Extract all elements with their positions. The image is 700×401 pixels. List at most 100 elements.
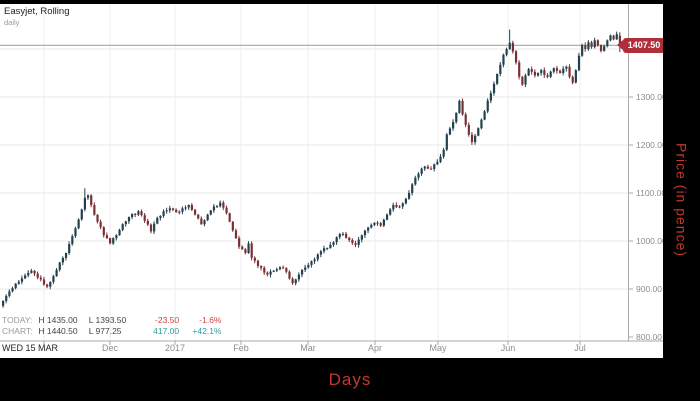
candle-body-up bbox=[215, 206, 219, 208]
candle-body-down bbox=[42, 279, 46, 285]
chart-title: Easyjet, Rolling bbox=[4, 6, 70, 17]
chart-interval-label: daily bbox=[4, 18, 20, 27]
candle-body-up bbox=[165, 210, 168, 212]
candle-body-up bbox=[64, 253, 68, 258]
candle-body-up bbox=[307, 264, 310, 268]
candle-body-down bbox=[228, 213, 231, 222]
candle-body-down bbox=[36, 273, 39, 278]
candle-body-up bbox=[219, 202, 222, 207]
candle-body-down bbox=[134, 213, 137, 215]
candle-body-down bbox=[39, 277, 42, 280]
candle-body-up bbox=[326, 248, 329, 250]
selected-date-label: WED 15 MAR bbox=[2, 343, 59, 353]
x-axis-label: Jul bbox=[574, 343, 586, 353]
last-price-value: 1407.50 bbox=[627, 40, 661, 51]
candle-body-up bbox=[8, 291, 11, 296]
candle-body-up bbox=[121, 224, 124, 230]
candle-body-down bbox=[533, 71, 537, 76]
candle-body-up bbox=[203, 220, 206, 225]
today-change-pct: -1.6% bbox=[199, 315, 222, 325]
candle-body-up bbox=[168, 208, 171, 211]
candle-body-down bbox=[260, 265, 263, 268]
candle-body-down bbox=[568, 66, 571, 77]
candle-body-down bbox=[518, 62, 521, 77]
candle-body-up bbox=[247, 243, 250, 253]
candle-body-down bbox=[376, 222, 379, 224]
candle-body-up bbox=[319, 251, 323, 255]
candle-body-down bbox=[197, 214, 200, 219]
candle-body-down bbox=[149, 224, 153, 232]
candle-body-up bbox=[439, 156, 442, 162]
candle-body-up bbox=[137, 211, 140, 215]
candle-body-up bbox=[389, 209, 392, 215]
candle-body-up bbox=[206, 214, 209, 221]
candle-body-up bbox=[269, 271, 272, 275]
candle-body-up bbox=[549, 71, 552, 77]
candle-body-up bbox=[181, 208, 184, 212]
y-axis-label: 1000.00 bbox=[636, 236, 667, 246]
candle-body-up bbox=[499, 64, 502, 74]
y-axis-title: Price (in pence) bbox=[673, 143, 690, 258]
candle-body-up bbox=[581, 45, 584, 56]
candle-body-up bbox=[24, 275, 27, 279]
candle-body-down bbox=[143, 215, 146, 221]
candle-body-up bbox=[178, 211, 181, 213]
candle-body-down bbox=[282, 267, 285, 269]
candle-body-up bbox=[552, 68, 555, 72]
candle-body-down bbox=[555, 68, 559, 71]
candle-body-up bbox=[156, 217, 159, 224]
candle-body-down bbox=[238, 238, 241, 247]
candle-body-up bbox=[313, 259, 316, 262]
candle-body-up bbox=[162, 211, 165, 216]
candle-body-down bbox=[470, 134, 474, 143]
candle-body-down bbox=[231, 221, 234, 231]
candle-body-down bbox=[102, 227, 105, 236]
candle-body-up bbox=[187, 205, 190, 208]
plot-region: Easyjet, Rolling daily TODAY: H 1435.00 … bbox=[0, 4, 667, 358]
candle-body-up bbox=[496, 73, 499, 84]
candle-body-up bbox=[61, 257, 64, 263]
candle-body-up bbox=[398, 206, 401, 208]
candle-body-up bbox=[606, 40, 609, 47]
y-axis-label: 800.00 bbox=[636, 332, 662, 342]
candle-body-down bbox=[244, 249, 247, 253]
candle-body-down bbox=[93, 205, 96, 215]
candle-body-down bbox=[590, 42, 593, 48]
candle-body-up bbox=[77, 219, 80, 229]
candle-body-up bbox=[52, 276, 55, 282]
candle-body-up bbox=[458, 100, 461, 113]
candle-body-down bbox=[291, 278, 294, 284]
candle-body-up bbox=[159, 215, 162, 218]
candle-body-up bbox=[300, 269, 304, 275]
right-axis-title-bar: Price (in pence) bbox=[663, 0, 700, 401]
today-low: L 1393.50 bbox=[88, 315, 127, 325]
candle-body-down bbox=[99, 221, 102, 228]
candle-body-up bbox=[536, 73, 540, 76]
y-axis-label: 1100.00 bbox=[636, 188, 667, 198]
candle-body-up bbox=[20, 278, 24, 282]
candle-body-up bbox=[480, 119, 483, 129]
candle-body-up bbox=[562, 68, 565, 73]
candle-body-down bbox=[559, 70, 562, 73]
candle-body-down bbox=[354, 243, 357, 245]
candle-body-down bbox=[108, 238, 112, 244]
candle-body-down bbox=[429, 168, 433, 170]
candle-body-down bbox=[426, 166, 430, 169]
candle-body-up bbox=[30, 270, 33, 273]
candle-body-up bbox=[502, 54, 505, 65]
candle-body-up bbox=[74, 228, 77, 237]
candle-body-up bbox=[603, 46, 606, 51]
x-axis-label: Feb bbox=[233, 343, 249, 353]
candle-body-down bbox=[348, 237, 351, 241]
candle-body-down bbox=[250, 243, 253, 258]
candle-body-up bbox=[335, 237, 338, 243]
candle-body-up bbox=[574, 70, 577, 83]
candle-body-up bbox=[329, 244, 332, 249]
candle-body-up bbox=[80, 209, 83, 220]
candle-body-up bbox=[341, 233, 345, 235]
chart-range-high: H 1440.50 bbox=[38, 325, 78, 336]
chart-stats-row: CHART: H 1440.50 L 977.25 417.00 +42.1% bbox=[2, 326, 222, 337]
candlestick-chart[interactable] bbox=[0, 4, 663, 358]
candle-body-up bbox=[423, 166, 426, 169]
candle-body-down bbox=[33, 270, 36, 274]
